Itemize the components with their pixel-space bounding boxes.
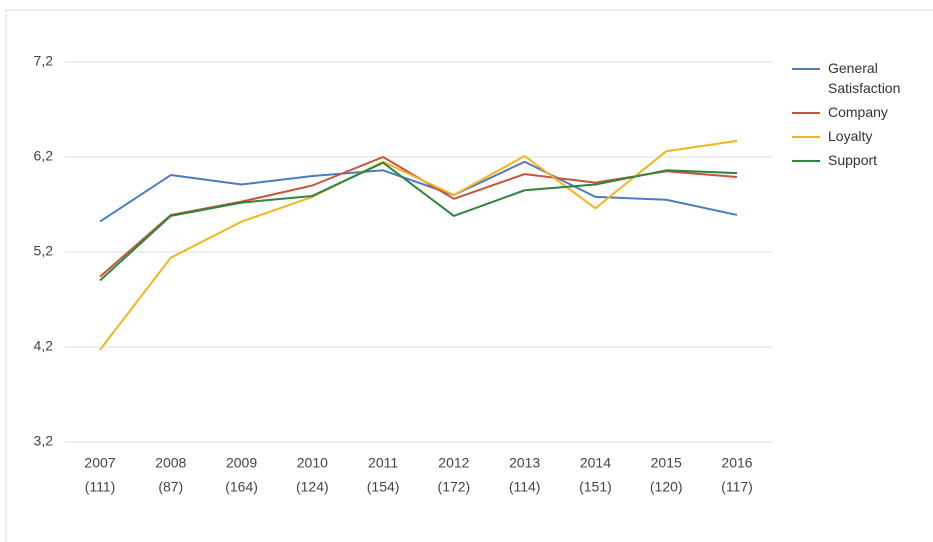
series-line xyxy=(99,160,738,223)
x-tick-label: (114) xyxy=(509,479,541,495)
legend: General Satisfaction Company Loyalty Suppor… xyxy=(792,58,922,174)
legend-item: Company xyxy=(792,102,922,122)
legend-item: General Satisfaction xyxy=(792,58,922,98)
y-tick-label: 7,2 xyxy=(34,53,54,69)
legend-label: Company xyxy=(828,104,888,120)
y-tick-label: 6,2 xyxy=(34,148,54,164)
legend-item: Loyalty xyxy=(792,126,922,146)
legend-label: General Satisfaction xyxy=(828,60,901,96)
x-tick-label: (154) xyxy=(367,479,400,495)
x-tick-label: 2016 xyxy=(721,455,752,471)
x-tick-label: (151) xyxy=(579,479,612,495)
series-line xyxy=(99,139,738,351)
x-tick-label: 2009 xyxy=(226,455,257,471)
legend-item: Support xyxy=(792,150,922,170)
y-tick-label: 5,2 xyxy=(34,243,54,259)
x-tick-label: 2010 xyxy=(297,455,328,471)
x-tick-label: 2013 xyxy=(509,455,540,471)
legend-swatch xyxy=(792,112,820,114)
legend-label: Support xyxy=(828,152,878,168)
legend-swatch xyxy=(792,68,820,70)
x-tick-label: (172) xyxy=(438,479,471,495)
y-tick-label: 4,2 xyxy=(34,338,54,354)
series-line xyxy=(99,161,738,282)
legend-label: Loyalty xyxy=(828,128,873,144)
x-tick-label: (111) xyxy=(85,479,116,495)
x-tick-label: 2012 xyxy=(438,455,469,471)
x-tick-label: (164) xyxy=(225,479,258,495)
x-tick-label: 2015 xyxy=(651,455,682,471)
x-tick-label: (117) xyxy=(721,479,753,495)
x-tick-label: 2014 xyxy=(580,455,611,471)
card-border xyxy=(5,9,933,542)
x-tick-label: (87) xyxy=(158,479,183,495)
x-tick-label: (120) xyxy=(650,479,683,495)
x-tick-label: 2011 xyxy=(368,455,398,471)
legend-swatch xyxy=(792,160,820,162)
x-tick-label: (124) xyxy=(296,479,329,495)
legend-swatch xyxy=(792,136,820,138)
x-tick-label: 2008 xyxy=(155,455,186,471)
x-tick-label: 2007 xyxy=(84,455,115,471)
y-tick-label: 3,2 xyxy=(34,433,54,449)
